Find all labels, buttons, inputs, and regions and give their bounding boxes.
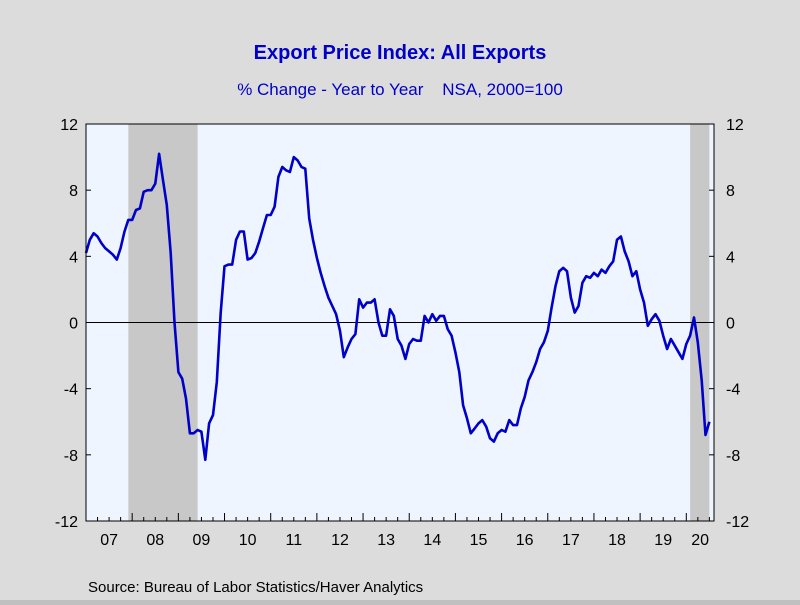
x-tick-label: 20 [691,532,709,549]
axis-labels: 12 12 8 8 4 4 0 0 -4 -4 -8 -8 -12 -12 07 08 09 10 11 12 13 14… [55,117,749,549]
x-tick-label: 14 [423,532,441,549]
y-tick-label-left: 0 [69,316,78,333]
y-tick-label-left: 12 [60,117,78,134]
y-tick-label-right: 8 [726,183,735,200]
x-tick-label: 19 [654,532,672,549]
y-tick-label-left: -12 [55,514,78,531]
x-tick-label: 12 [331,532,349,549]
x-tick-label: 07 [100,532,118,549]
y-tick-label-right: 0 [726,316,735,333]
y-tick-label-left: -8 [64,448,78,465]
y-tick-label-right: -8 [726,448,740,465]
x-tick-label: 10 [239,532,257,549]
x-tick-label: 18 [608,532,626,549]
x-tick-label: 16 [516,532,534,549]
series-line [84,152,711,462]
y-tick-label-right: 12 [726,117,744,134]
y-tick-label-right: -12 [726,514,749,531]
chart-subtitle: % Change - Year to Year NSA, 2000=100 [237,80,563,99]
y-tick-label-left: -4 [64,382,78,399]
x-tick-label: 13 [377,532,395,549]
chart-title: Export Price Index: All Exports [254,42,547,64]
x-tick-label: 09 [193,532,211,549]
x-tick-label: 08 [146,532,164,549]
x-tick-label: 11 [285,532,302,549]
x-tick-label: 15 [470,532,488,549]
source-note: Source: Bureau of Labor Statistics/Haver… [88,579,423,596]
y-tick-label-left: 4 [69,249,78,266]
plot-border [85,123,715,522]
y-tick-label-left: 8 [69,183,78,200]
y-tick-label-right: 4 [726,249,735,266]
x-tick-label: 17 [562,532,580,549]
y-tick-label-right: -4 [726,382,740,399]
